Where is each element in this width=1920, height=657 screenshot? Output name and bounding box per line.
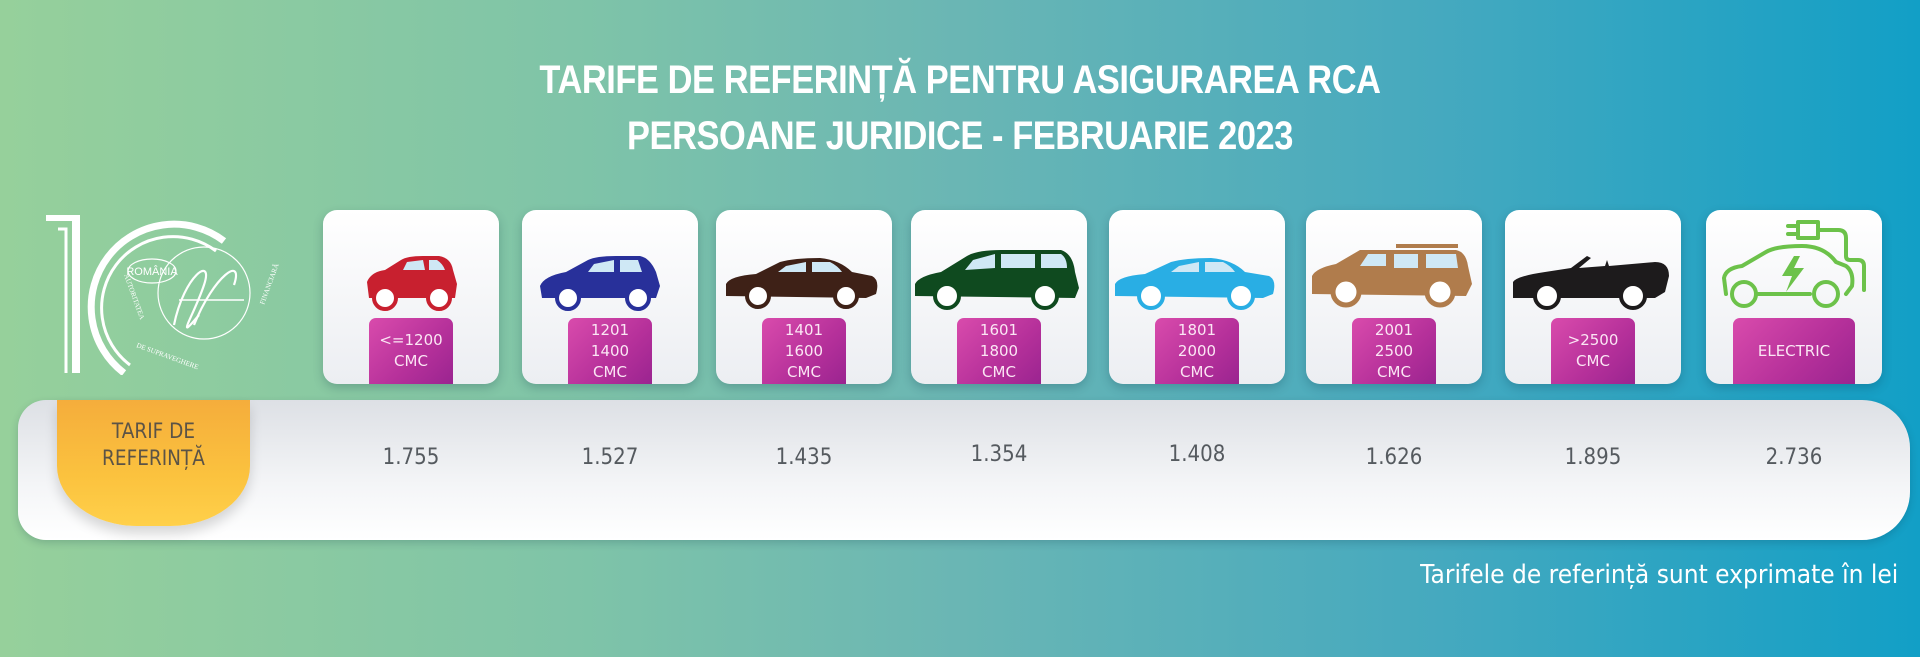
engine-capacity-badge: <=1200 CMC xyxy=(369,318,453,384)
label-line-1: TARIF DE xyxy=(111,419,196,443)
engine-capacity-badge: 1801 2000 CMC xyxy=(1155,318,1239,384)
tariff-value-1401-1600: 1.435 xyxy=(775,445,833,470)
badge-line-2: CMC xyxy=(394,352,428,370)
suv-car-icon xyxy=(1312,244,1472,308)
category-card-1201-1400: 1201 1400 CMC xyxy=(522,210,698,384)
badge-line-2: 2000 xyxy=(1177,341,1217,360)
tariff-value-le1200: 1.755 xyxy=(382,445,440,470)
category-card-gt2500: >2500 CMC xyxy=(1505,210,1681,384)
category-card-1801-2000: 1801 2000 CMC xyxy=(1109,210,1285,384)
category-card-2001-2500: 2001 2500 CMC xyxy=(1306,210,1482,384)
engine-capacity-badge: >2500 CMC xyxy=(1551,318,1635,384)
engine-capacity-badge: 2001 2500 CMC xyxy=(1352,318,1436,384)
badge-line-1: 1401 xyxy=(784,320,824,339)
tariff-value-2001-2500: 1.626 xyxy=(1365,445,1423,470)
tariff-value-1601-1800: 1.354 xyxy=(970,442,1028,467)
badge-line-1: 1601 xyxy=(979,320,1019,339)
convertible-car-icon xyxy=(1513,256,1669,310)
badge-line-3: CMC xyxy=(1377,362,1411,381)
badge-line-2: CMC xyxy=(1576,352,1610,370)
engine-capacity-badge: 1201 1400 CMC xyxy=(568,318,652,384)
badge-line-1: 2001 xyxy=(1374,320,1414,339)
badge-line-2: 1600 xyxy=(784,341,824,360)
svg-text:FINANCIARĂ: FINANCIARĂ xyxy=(258,262,280,305)
badge-line-1: 1201 xyxy=(590,320,630,339)
svg-text:DE SUPRAVEGHERE: DE SUPRAVEGHERE xyxy=(135,341,199,371)
tariff-row-label: TARIF DE REFERINȚĂ xyxy=(57,400,250,526)
engine-capacity-badge: 1601 1800 CMC xyxy=(957,318,1041,384)
badge-line-2: 2500 xyxy=(1374,341,1414,360)
minivan-car-icon xyxy=(915,250,1079,310)
tariff-value-1801-2000: 1.408 xyxy=(1168,442,1226,467)
category-card-le1200: <=1200 CMC xyxy=(323,210,499,384)
hatchback-car-icon xyxy=(367,256,457,311)
badge-line-3: CMC xyxy=(787,362,821,381)
label-line-2: REFERINȚĂ xyxy=(102,446,205,470)
badge-line-2: 1400 xyxy=(590,341,630,360)
electric-car-icon xyxy=(1722,220,1866,308)
badge-line-3: CMC xyxy=(982,362,1016,381)
svg-text:AUTORITATEA: AUTORITATEA xyxy=(122,273,146,321)
category-card-electric: ELECTRIC xyxy=(1706,210,1882,384)
badge-line-3: CMC xyxy=(1180,362,1214,381)
engine-type-badge: ELECTRIC xyxy=(1733,318,1855,384)
tariff-value-gt2500: 1.895 xyxy=(1564,445,1622,470)
asf-10-years-logo: ROMÂNIA FINANCIARĂ DE SUPRAVEGHERE AUTOR… xyxy=(46,215,281,375)
badge-line-3: CMC xyxy=(593,362,627,381)
category-card-1401-1600: 1401 1600 CMC xyxy=(716,210,892,384)
category-card-1601-1800: 1601 1800 CMC xyxy=(911,210,1087,384)
title-line-1: TARIFE DE REFERINȚĂ PENTRU ASIGURAREA RC… xyxy=(539,58,1381,102)
badge-line-2: 1800 xyxy=(979,341,1019,360)
badge-line-1: <=1200 xyxy=(379,331,443,349)
tariff-value-electric: 2.736 xyxy=(1765,445,1823,470)
currency-note: Tarifele de referință sunt exprimate în … xyxy=(1419,560,1898,590)
badge-line-1: >2500 xyxy=(1567,331,1619,349)
sedan-car-icon xyxy=(726,258,878,309)
engine-capacity-badge: 1401 1600 CMC xyxy=(762,318,846,384)
sedan-car-icon xyxy=(1115,258,1275,310)
title-line-2: PERSOANE JURIDICE - FEBRUARIE 2023 xyxy=(627,114,1293,158)
badge-line-1: 1801 xyxy=(1177,320,1217,339)
compact-car-icon xyxy=(540,256,660,311)
badge-line-1: ELECTRIC xyxy=(1757,341,1831,360)
page-title: TARIFE DE REFERINȚĂ PENTRU ASIGURAREA RC… xyxy=(134,52,1785,164)
tariff-value-1201-1400: 1.527 xyxy=(581,445,639,470)
svg-text:ROMÂNIA: ROMÂNIA xyxy=(126,265,178,278)
tariff-row xyxy=(18,400,1910,540)
